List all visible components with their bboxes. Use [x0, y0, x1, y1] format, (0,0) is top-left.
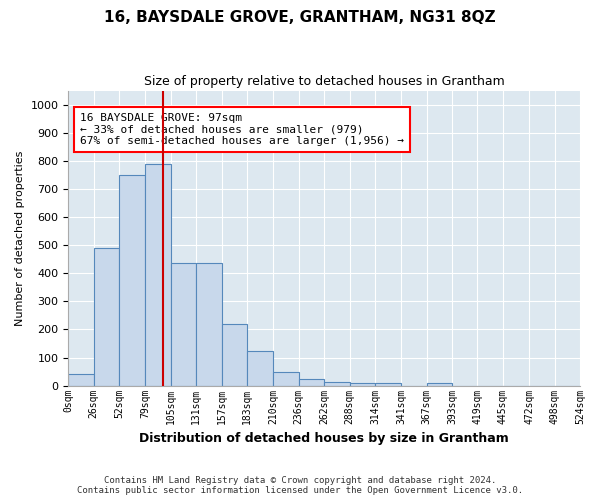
Bar: [274, 372, 299, 386]
Bar: [350, 383, 375, 386]
Bar: [324, 382, 350, 386]
Bar: [247, 350, 274, 386]
Bar: [68, 374, 94, 386]
Bar: [196, 264, 221, 386]
Title: Size of property relative to detached houses in Grantham: Size of property relative to detached ho…: [144, 75, 505, 88]
Bar: [119, 175, 145, 386]
Y-axis label: Number of detached properties: Number of detached properties: [15, 150, 25, 326]
Bar: [145, 164, 171, 386]
X-axis label: Distribution of detached houses by size in Grantham: Distribution of detached houses by size …: [139, 432, 509, 445]
Bar: [171, 264, 196, 386]
Text: 16, BAYSDALE GROVE, GRANTHAM, NG31 8QZ: 16, BAYSDALE GROVE, GRANTHAM, NG31 8QZ: [104, 10, 496, 25]
Bar: [221, 324, 247, 386]
Bar: [299, 378, 324, 386]
Text: Contains HM Land Registry data © Crown copyright and database right 2024.
Contai: Contains HM Land Registry data © Crown c…: [77, 476, 523, 495]
Bar: [427, 384, 452, 386]
Text: 16 BAYSDALE GROVE: 97sqm
← 33% of detached houses are smaller (979)
67% of semi-: 16 BAYSDALE GROVE: 97sqm ← 33% of detach…: [80, 113, 404, 146]
Bar: [94, 248, 119, 386]
Bar: [375, 384, 401, 386]
